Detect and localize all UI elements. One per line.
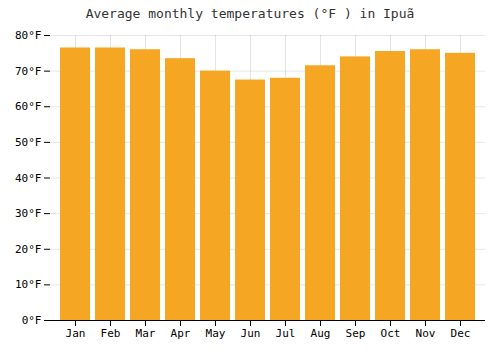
svg-text:Apr: Apr <box>171 327 191 340</box>
svg-text:Mar: Mar <box>136 327 156 340</box>
svg-text:Jan: Jan <box>66 327 86 340</box>
svg-text:40°F: 40°F <box>15 172 42 185</box>
svg-text:Dec: Dec <box>451 327 471 340</box>
svg-text:Oct: Oct <box>381 327 401 340</box>
svg-text:Aug: Aug <box>311 327 331 340</box>
svg-text:50°F: 50°F <box>15 136 42 149</box>
svg-text:80°F: 80°F <box>15 29 42 42</box>
svg-text:Feb: Feb <box>101 327 121 340</box>
svg-text:70°F: 70°F <box>15 65 42 78</box>
svg-text:30°F: 30°F <box>15 207 42 220</box>
html-text:Average monthly temperatures (: Average monthly temperatures (°F ) in Ip… <box>85 6 415 21</box>
svg-text:Nov: Nov <box>416 327 436 340</box>
svg-text:10°F: 10°F <box>15 278 42 291</box>
svg-text:20°F: 20°F <box>15 243 42 256</box>
svg-text:May: May <box>206 327 226 340</box>
svg-text:Jul: Jul <box>276 327 296 340</box>
svg-text:Jun: Jun <box>241 327 261 340</box>
svg-text:Sep: Sep <box>346 327 366 340</box>
svg-text:0°F: 0°F <box>22 314 42 327</box>
svg-text:60°F: 60°F <box>15 100 42 113</box>
